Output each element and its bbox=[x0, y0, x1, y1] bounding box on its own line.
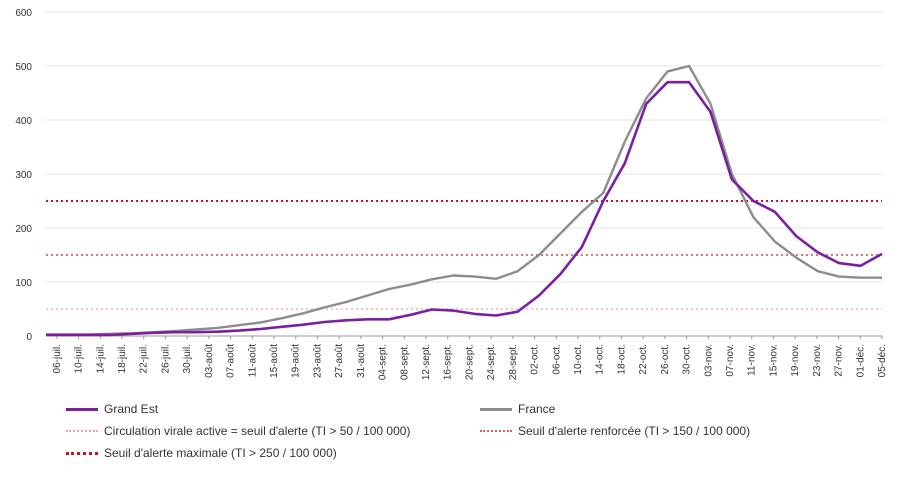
series-lines bbox=[46, 64, 883, 337]
x-tick-label: 27-août bbox=[334, 344, 345, 378]
x-axis-ticks: 06-juil. 10-juil. 14-juil. 18-juil. 22-juil.… bbox=[52, 336, 888, 380]
x-tick-label: 27-nov. bbox=[834, 344, 845, 377]
x-tick-label: 19-août bbox=[291, 344, 302, 378]
legend-swatch-france bbox=[480, 407, 512, 411]
x-tick-label: 31-août bbox=[356, 344, 367, 378]
legend-item-france: France bbox=[480, 402, 555, 416]
x-tick-label: 08-sept. bbox=[399, 344, 410, 380]
x-tick-label: 14-juil. bbox=[95, 344, 106, 373]
x-tick-label: 02-oct. bbox=[530, 344, 541, 375]
legend-item-reinforced-threshold: Seuil d'alerte renforcée (TI > 150 / 100… bbox=[480, 424, 750, 438]
x-tick-label: 28-sept. bbox=[508, 344, 519, 380]
x-tick-label: 03-nov. bbox=[703, 344, 714, 377]
x-tick-label: 07-août bbox=[226, 344, 237, 378]
y-tick-label: 500 bbox=[15, 62, 32, 73]
x-tick-label: 22-juil. bbox=[139, 344, 150, 373]
legend-item-maximum-threshold: Seuil d'alerte maximale (TI > 250 / 100 … bbox=[66, 446, 337, 460]
x-tick-label: 26-oct. bbox=[660, 344, 671, 375]
x-tick-label: 04-sept. bbox=[378, 344, 389, 380]
x-tick-label: 18-juil. bbox=[117, 344, 128, 373]
x-tick-label: 06-juil. bbox=[52, 344, 63, 373]
x-tick-label: 03-août bbox=[204, 344, 215, 378]
x-tick-label: 15-août bbox=[269, 344, 280, 378]
x-tick-label: 14-oct. bbox=[595, 344, 606, 375]
x-tick-label: 19-nov. bbox=[790, 344, 801, 377]
legend-item-grand-est: Grand Est bbox=[66, 402, 158, 416]
x-tick-label: 10-oct. bbox=[573, 344, 584, 375]
x-tick-label: 18-oct. bbox=[616, 344, 627, 375]
x-tick-label: 20-sept. bbox=[464, 344, 475, 380]
x-tick-label: 24-sept. bbox=[486, 344, 497, 380]
gridlines bbox=[46, 11, 882, 283]
legend-swatch-alert-threshold bbox=[66, 430, 98, 432]
legend-label-maximum-threshold: Seuil d'alerte maximale (TI > 250 / 100 … bbox=[104, 446, 337, 460]
x-tick-label: 16-sept. bbox=[443, 344, 454, 380]
y-tick-label: 200 bbox=[15, 224, 32, 235]
series-line-france bbox=[46, 64, 882, 336]
series-line-grand-est bbox=[46, 80, 883, 337]
x-tick-label: 11-nov. bbox=[747, 344, 758, 376]
legend-item-alert-threshold: Circulation virale active = seuil d'aler… bbox=[66, 424, 410, 438]
x-tick-label: 10-juil. bbox=[74, 344, 85, 373]
x-tick-label: 30-oct. bbox=[682, 344, 693, 375]
y-tick-label: 400 bbox=[15, 116, 32, 127]
y-tick-label: 0 bbox=[26, 332, 32, 343]
x-tick-label: 06-oct. bbox=[551, 344, 562, 375]
threshold-lines bbox=[46, 200, 882, 310]
legend-swatch-grand-est bbox=[66, 407, 98, 411]
y-tick-label: 300 bbox=[15, 170, 32, 181]
y-tick-label: 600 bbox=[15, 8, 32, 19]
x-tick-label: 01-déc. bbox=[855, 344, 866, 377]
legend-label-grand-est: Grand Est bbox=[104, 402, 159, 416]
x-tick-label: 30-juil. bbox=[182, 344, 193, 373]
legend-swatch-maximum-threshold bbox=[66, 451, 98, 455]
y-axis-ticks: 0 100 200 300 400 500 600 bbox=[15, 8, 32, 343]
x-tick-label: 26-juil. bbox=[160, 344, 171, 373]
x-tick-label: 11-août bbox=[247, 344, 258, 377]
legend-label-alert-threshold: Circulation virale active = seuil d'aler… bbox=[104, 424, 411, 438]
legend-label-reinforced-threshold: Seuil d'alerte renforcée (TI > 150 / 100… bbox=[518, 424, 751, 438]
legend-swatch-reinforced-threshold bbox=[480, 430, 512, 432]
x-tick-label: 23-nov. bbox=[812, 344, 823, 377]
x-tick-label: 07-nov. bbox=[725, 344, 736, 377]
x-tick-label: 05-déc. bbox=[877, 344, 888, 377]
x-tick-label: 15-nov. bbox=[768, 344, 779, 377]
legend-label-france: France bbox=[518, 402, 556, 416]
x-tick-label: 23-août bbox=[312, 344, 323, 378]
y-tick-label: 100 bbox=[15, 278, 32, 289]
x-tick-label: 22-oct. bbox=[638, 344, 649, 375]
x-tick-label: 12-sept. bbox=[421, 344, 432, 380]
